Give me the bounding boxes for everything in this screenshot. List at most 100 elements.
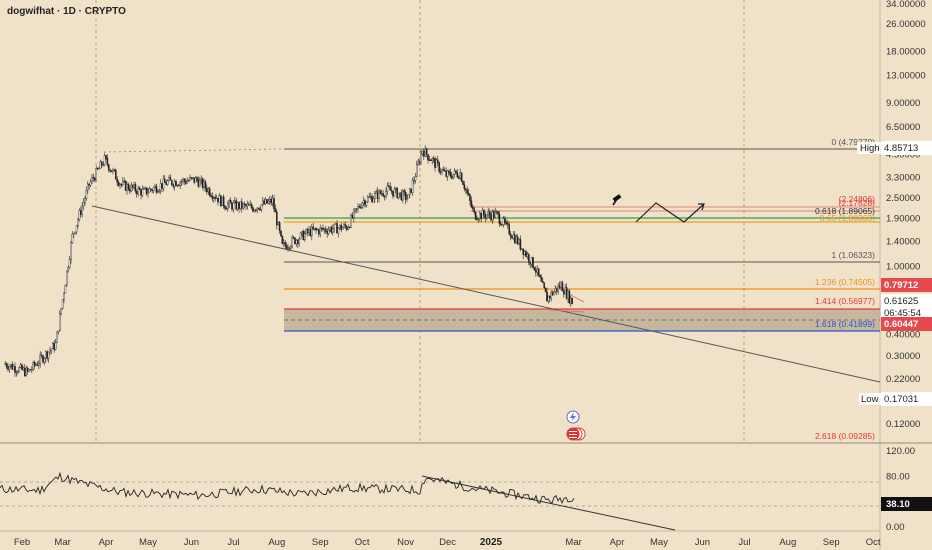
candle-body <box>159 183 162 191</box>
us-flag-icon[interactable] <box>566 427 586 441</box>
candle-body <box>346 226 348 230</box>
candle-body <box>124 180 127 191</box>
candle-body <box>477 218 480 220</box>
candle-body <box>508 224 511 235</box>
candle-body <box>442 169 445 171</box>
candle-body <box>68 259 71 268</box>
candle-body <box>142 188 145 190</box>
candle-body <box>31 368 33 371</box>
candle-body <box>500 223 502 226</box>
candle-body <box>193 177 196 183</box>
candle-body <box>247 204 250 206</box>
candle-body <box>564 287 566 295</box>
candle-body <box>169 177 172 181</box>
candle-body <box>488 211 491 216</box>
candle-body <box>571 297 573 305</box>
candle-body <box>204 181 207 189</box>
candle-body <box>546 291 548 302</box>
candle-body <box>306 229 309 233</box>
candle-body <box>493 211 495 218</box>
candle-body <box>95 168 97 181</box>
candle-body <box>414 176 417 181</box>
candle-body <box>65 270 68 286</box>
candle-body <box>113 169 116 171</box>
candle-body <box>290 246 292 249</box>
candle-body <box>144 187 147 189</box>
lightning-icon[interactable] <box>566 410 580 424</box>
candle-body <box>138 187 141 191</box>
price-tick-label: 9.00000 <box>886 98 920 109</box>
candle-body <box>551 291 554 296</box>
candle-body <box>145 187 148 195</box>
candle-body <box>173 181 176 187</box>
candle-body <box>553 291 555 296</box>
candle-body <box>511 236 513 239</box>
high-value: 4.85713 <box>884 143 918 154</box>
candle-body <box>371 196 373 203</box>
candle-body <box>487 211 490 216</box>
candle-body <box>52 342 54 350</box>
candle-body <box>263 200 266 205</box>
rsi-trendline <box>421 475 676 531</box>
candle-body <box>390 190 393 192</box>
candle-body <box>128 189 131 192</box>
candle-body <box>134 184 137 192</box>
candle-body <box>497 211 499 215</box>
candle-body <box>305 229 308 234</box>
candle-body <box>163 178 166 183</box>
candle-body <box>462 181 464 185</box>
candle-body <box>449 171 452 177</box>
candle-body <box>105 155 107 159</box>
candle-body <box>21 364 23 370</box>
candle-body <box>521 248 523 250</box>
candle-body <box>474 211 477 220</box>
fib-label-1618: 1.618 (0.41899) <box>815 319 875 329</box>
price-tick-label: 1.00000 <box>886 261 920 272</box>
time-tick-label: Dec <box>439 537 456 548</box>
high-value-box <box>881 141 932 155</box>
candle-body <box>262 200 264 205</box>
candle-body <box>96 168 99 170</box>
candle-body <box>127 184 130 190</box>
time-axis[interactable]: Feb Mar Apr May Jun Jul Aug Sep Oct Nov Dec 2025 Mar… <box>14 537 881 548</box>
candle-body <box>326 231 329 234</box>
candle-body <box>156 191 159 193</box>
candle-body <box>330 227 333 233</box>
candle-body <box>316 229 319 231</box>
candle-body <box>284 242 287 246</box>
candle-body <box>455 170 457 174</box>
candle-body <box>36 364 39 366</box>
candle-body <box>28 369 30 372</box>
candle-body <box>542 281 544 284</box>
candle-body <box>42 355 44 363</box>
candle-body <box>121 180 124 185</box>
candle-body <box>423 150 425 157</box>
candle-body <box>312 226 315 230</box>
time-tick-label: May <box>650 537 668 548</box>
candle-body <box>25 367 28 377</box>
candle-body <box>19 364 22 368</box>
candle-body <box>458 176 460 179</box>
candle-body <box>396 187 399 199</box>
candle-body <box>245 204 247 207</box>
high-tag-label: High <box>860 143 880 154</box>
candle-body <box>460 172 463 182</box>
candle-body <box>99 161 102 169</box>
candle-body <box>186 180 189 184</box>
current-price: 0.61625 <box>884 296 918 307</box>
candle-body <box>427 154 429 161</box>
time-tick-label: Mar <box>54 537 70 548</box>
current-price-box <box>881 294 932 320</box>
candle-body <box>264 199 267 205</box>
candle-body <box>431 158 434 162</box>
candle-body <box>267 200 270 204</box>
rsi-current-box <box>881 497 932 511</box>
candle-body <box>550 291 552 299</box>
candle-body <box>558 285 561 288</box>
candle-body <box>252 207 254 212</box>
price-tick-label: 0.12000 <box>886 419 920 430</box>
candle-body <box>107 164 110 171</box>
candle-body <box>49 350 51 353</box>
candle-body <box>53 342 55 350</box>
